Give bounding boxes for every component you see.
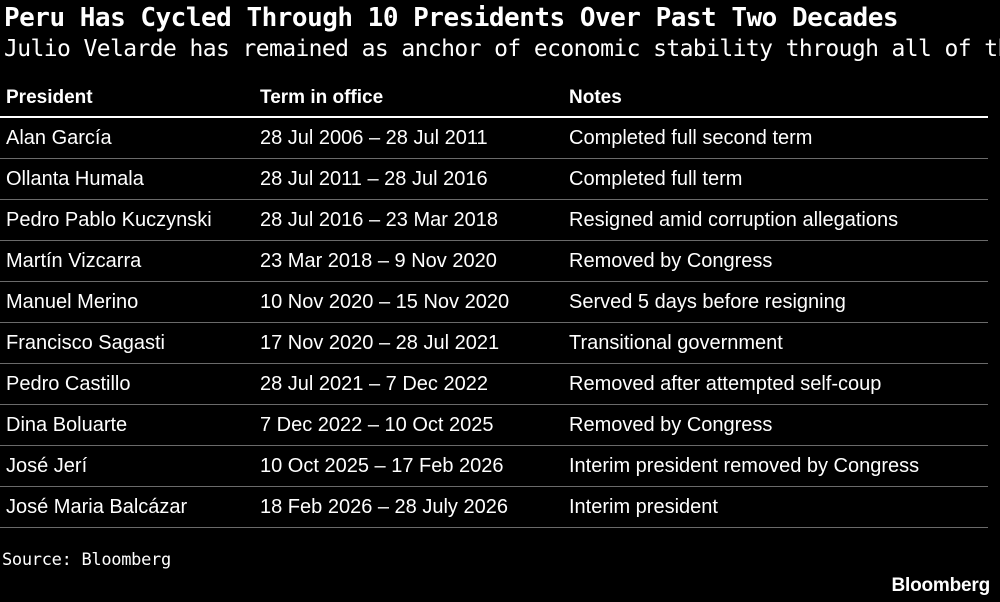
cell-term: 17 Nov 2020 – 28 Jul 2021	[254, 322, 563, 364]
cell-term: 28 Jul 2011 – 28 Jul 2016	[254, 158, 563, 200]
cell-term: 28 Jul 2006 – 28 Jul 2011	[254, 117, 563, 159]
cell-term: 18 Feb 2026 – 28 July 2026	[254, 486, 563, 528]
column-header-notes: Notes	[563, 80, 988, 118]
chart-subtitle: Julio Velarde has remained as anchor of …	[4, 36, 1000, 62]
table-row: Francisco Sagasti 17 Nov 2020 – 28 Jul 20…	[0, 322, 988, 364]
cell-notes: Interim president removed by Congress	[563, 445, 988, 487]
table-row: Martín Vizcarra 23 Mar 2018 – 9 Nov 2020 R…	[0, 240, 988, 282]
cell-notes: Removed by Congress	[563, 404, 988, 446]
column-header-term: Term in office	[254, 80, 563, 118]
cell-president: Martín Vizcarra	[0, 240, 254, 282]
table-body: Alan García 28 Jul 2006 – 28 Jul 2011 Comp…	[0, 117, 988, 528]
table-row: Dina Boluarte 7 Dec 2022 – 10 Oct 2025 Rem…	[0, 404, 988, 446]
column-header-president: President	[0, 80, 254, 118]
table-row: Alan García 28 Jul 2006 – 28 Jul 2011 Comp…	[0, 117, 988, 159]
source-note: Source: Bloomberg	[2, 550, 171, 570]
table-row: José Jerí 10 Oct 2025 – 17 Feb 2026 Interi…	[0, 445, 988, 487]
cell-president: Ollanta Humala	[0, 158, 254, 200]
cell-term: 28 Jul 2021 – 7 Dec 2022	[254, 363, 563, 405]
table-row: Pedro Castillo 28 Jul 2021 – 7 Dec 2022 Re…	[0, 363, 988, 405]
cell-president: Francisco Sagasti	[0, 322, 254, 364]
cell-president: Manuel Merino	[0, 281, 254, 323]
table-row: Ollanta Humala 28 Jul 2011 – 28 Jul 2016 C…	[0, 158, 988, 200]
cell-notes: Completed full term	[563, 158, 988, 200]
bloomberg-logo: Bloomberg	[891, 575, 991, 596]
cell-notes: Removed by Congress	[563, 240, 988, 282]
cell-term: 28 Jul 2016 – 23 Mar 2018	[254, 199, 563, 241]
chart-title: Peru Has Cycled Through 10 Presidents Ov…	[4, 3, 899, 33]
presidents-table: President Term in office Notes Alan Garc…	[0, 80, 988, 528]
cell-president: Dina Boluarte	[0, 404, 254, 446]
cell-president: Alan García	[0, 117, 254, 159]
cell-term: 7 Dec 2022 – 10 Oct 2025	[254, 404, 563, 446]
cell-notes: Completed full second term	[563, 117, 988, 159]
table-header-row: President Term in office Notes	[0, 80, 988, 118]
cell-term: 23 Mar 2018 – 9 Nov 2020	[254, 240, 563, 282]
cell-notes: Resigned amid corruption allegations	[563, 199, 988, 241]
cell-president: José Jerí	[0, 445, 254, 487]
cell-notes: Removed after attempted self-coup	[563, 363, 988, 405]
cell-president: Pedro Castillo	[0, 363, 254, 405]
table-row: José Maria Balcázar 18 Feb 2026 – 28 July…	[0, 486, 988, 528]
cell-term: 10 Nov 2020 – 15 Nov 2020	[254, 281, 563, 323]
table-row: Pedro Pablo Kuczynski 28 Jul 2016 – 23 Ma…	[0, 199, 988, 241]
cell-term: 10 Oct 2025 – 17 Feb 2026	[254, 445, 563, 487]
cell-notes: Served 5 days before resigning	[563, 281, 988, 323]
cell-president: José Maria Balcázar	[0, 486, 254, 528]
cell-president: Pedro Pablo Kuczynski	[0, 199, 254, 241]
cell-notes: Interim president	[563, 486, 988, 528]
cell-notes: Transitional government	[563, 322, 988, 364]
table-row: Manuel Merino 10 Nov 2020 – 15 Nov 2020 Se…	[0, 281, 988, 323]
